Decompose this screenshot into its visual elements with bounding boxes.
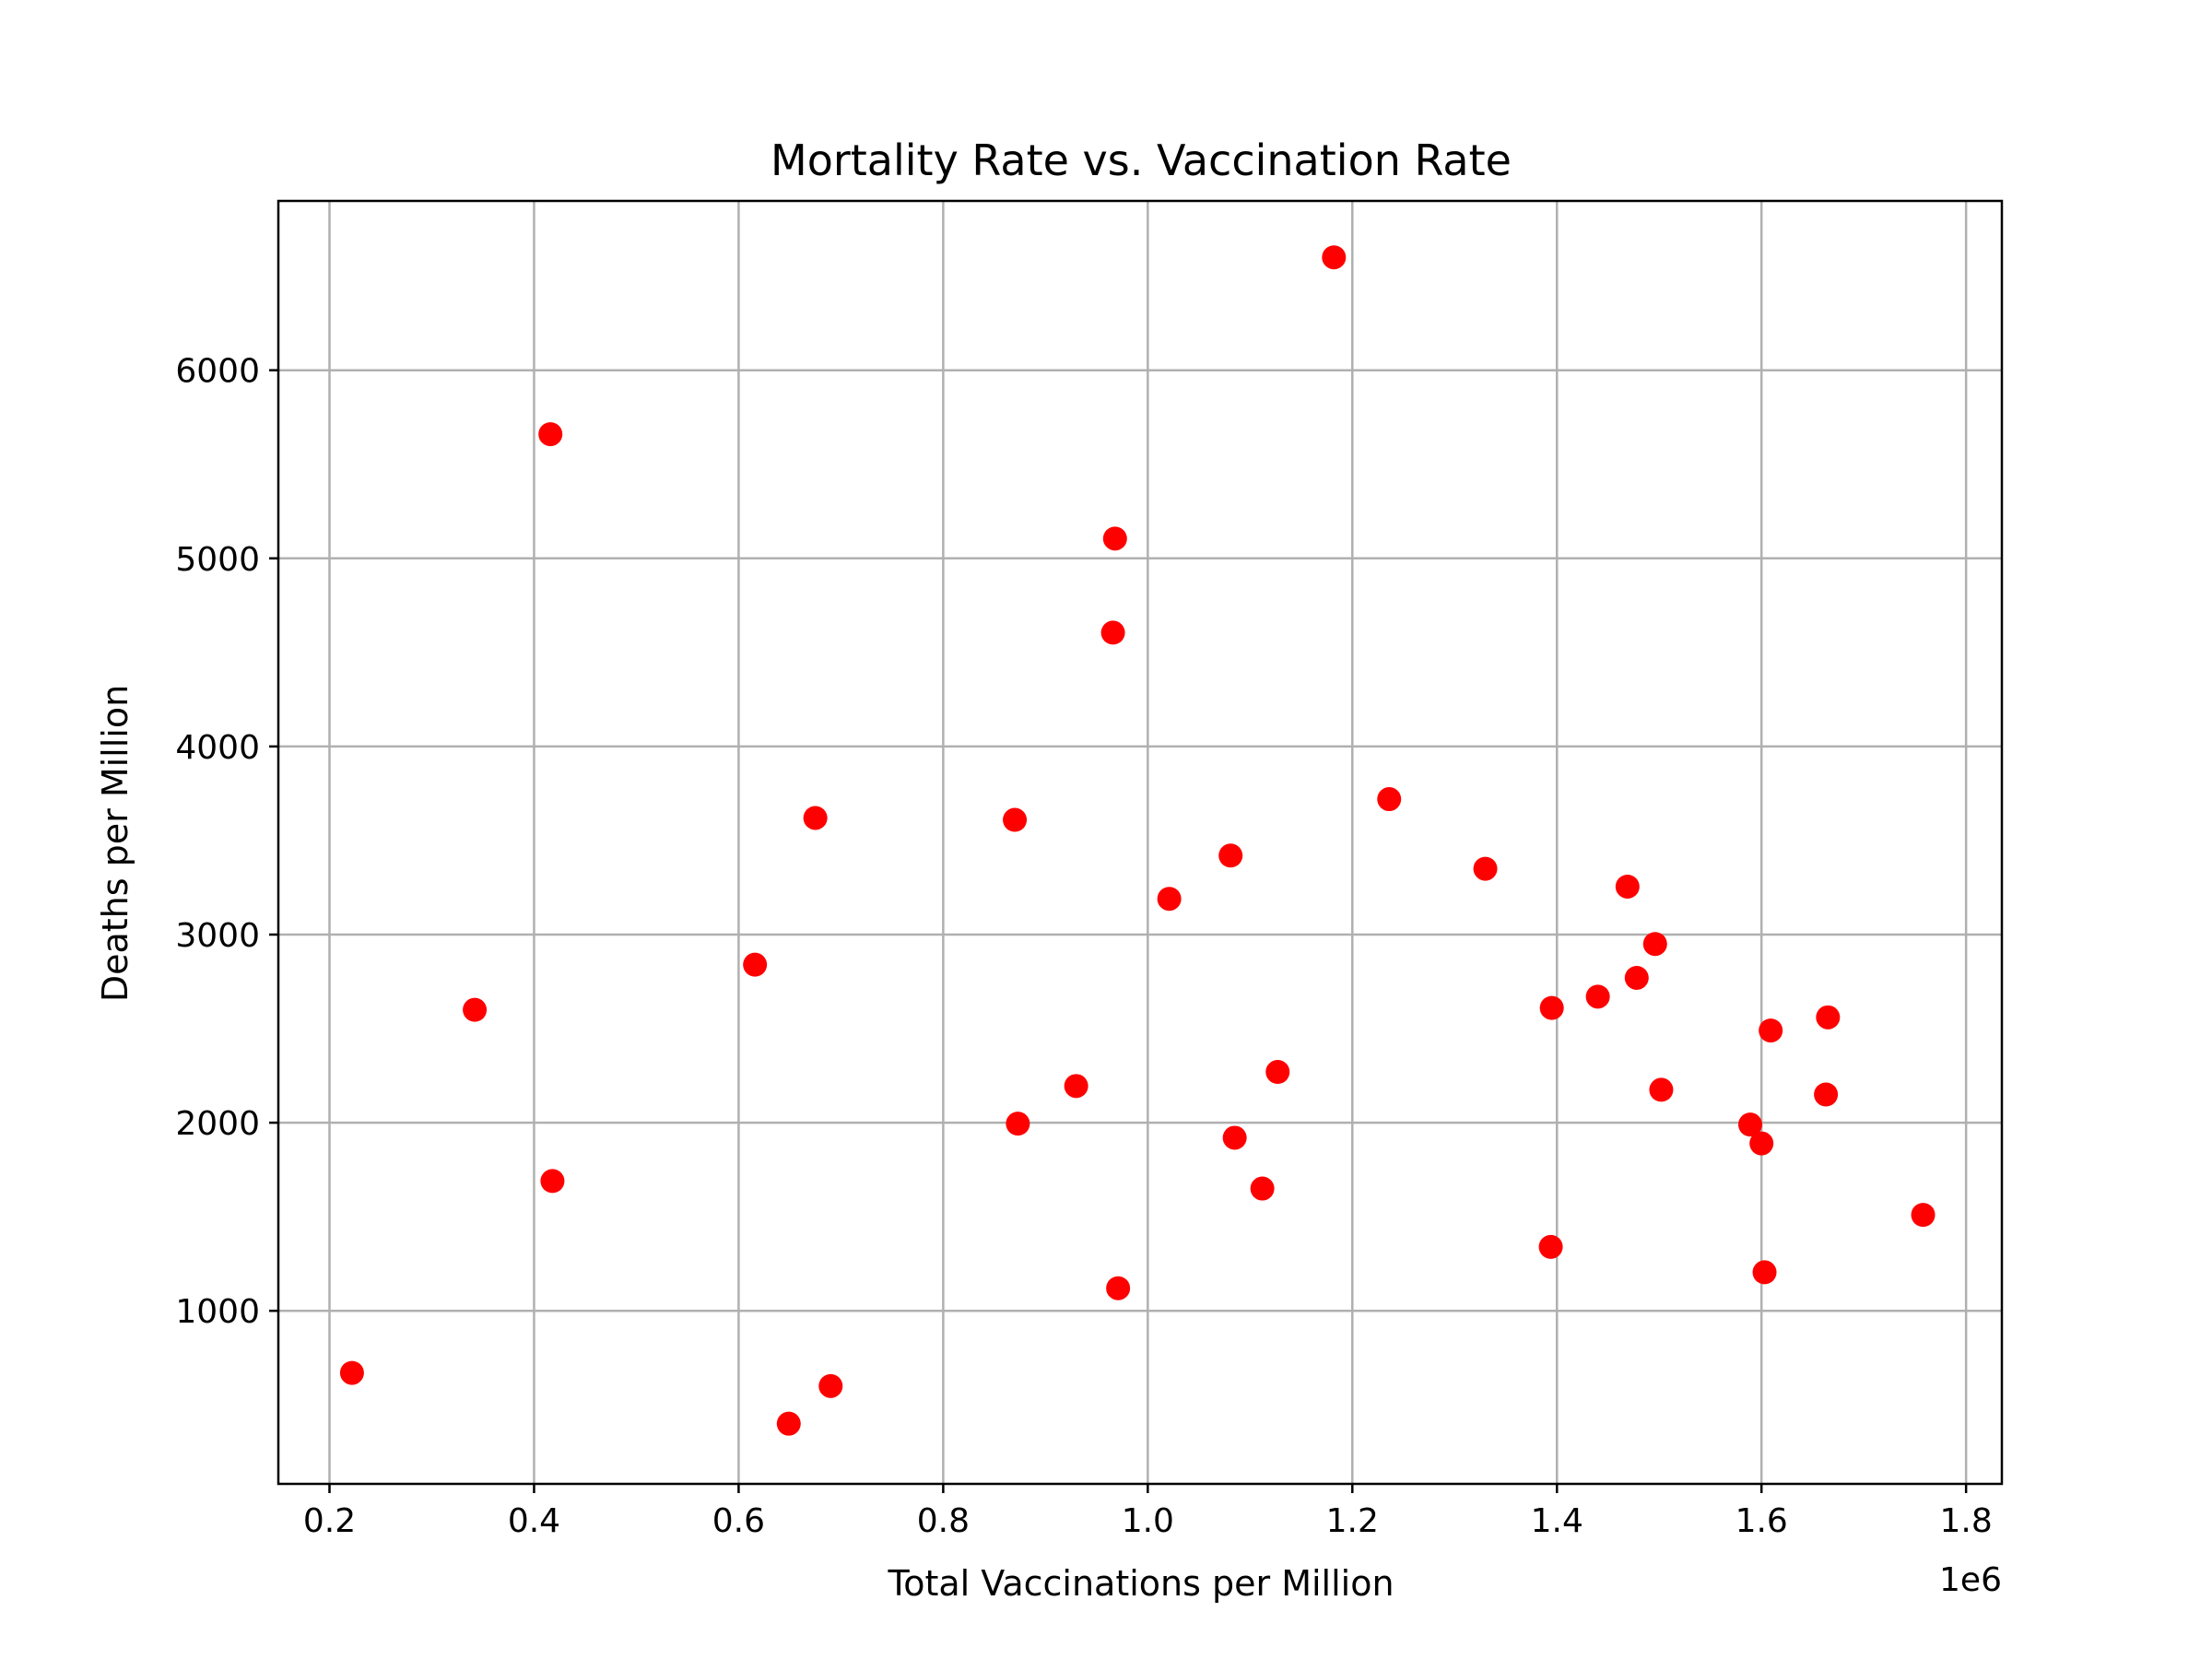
data-point [1157, 887, 1182, 912]
data-point [1814, 1082, 1839, 1107]
data-point [1539, 995, 1564, 1020]
data-point [1102, 526, 1127, 551]
data-point [1265, 1060, 1290, 1085]
data-point [1642, 932, 1667, 957]
data-point [1816, 1005, 1841, 1030]
data-point [1218, 843, 1243, 868]
x-tick-label: 0.2 [303, 1502, 356, 1540]
data-point [1322, 245, 1347, 270]
data-point [1752, 1260, 1777, 1285]
y-tick-label: 3000 [175, 917, 260, 955]
y-tick-label: 5000 [175, 541, 260, 579]
data-point [818, 1373, 843, 1398]
data-point [1473, 856, 1498, 881]
x-tick-label: 1.2 [1326, 1502, 1379, 1540]
data-point [1006, 1112, 1030, 1136]
data-point [1624, 965, 1649, 990]
x-tick-label: 0.6 [712, 1502, 765, 1540]
data-point [1737, 1112, 1762, 1137]
data-point [1759, 1018, 1783, 1043]
data-point [1649, 1077, 1674, 1102]
data-point [1377, 787, 1402, 812]
axis-ticks: 0.2 0.4 0.6 0.8 1.0 1.2 1.4 1.6 1.8 1000 2000 3000 4… [175, 353, 1992, 1540]
data-point [1749, 1131, 1774, 1156]
x-tick-label: 1.8 [1940, 1502, 1993, 1540]
data-point [1064, 1074, 1088, 1099]
data-point [743, 952, 768, 977]
y-axis-label: Deaths per Million [95, 685, 135, 1002]
grid [278, 201, 2002, 1484]
data-point [540, 1169, 565, 1194]
data-point [1585, 984, 1610, 1009]
data-point [1615, 874, 1640, 899]
x-tick-label: 1.6 [1735, 1502, 1788, 1540]
data-point [538, 422, 563, 447]
data-point [339, 1360, 364, 1385]
data-point [803, 806, 828, 830]
data-point [1106, 1276, 1131, 1300]
data-point [776, 1411, 801, 1436]
plot-frame [276, 199, 2004, 1486]
y-tick-label: 2000 [175, 1105, 260, 1143]
chart-title: Mortality Rate vs. Vaccination Rate [771, 135, 1512, 185]
x-axis-offset-label: 1e6 [1939, 1561, 2002, 1599]
x-tick-label: 0.4 [508, 1502, 560, 1540]
data-points [339, 245, 1936, 1436]
y-tick-label: 1000 [175, 1293, 260, 1331]
data-point [1538, 1234, 1563, 1259]
y-tick-label: 6000 [175, 353, 260, 391]
data-point [1250, 1176, 1275, 1201]
y-tick-label: 4000 [175, 729, 260, 767]
x-tick-label: 1.0 [1122, 1502, 1174, 1540]
data-point [1911, 1203, 1936, 1228]
x-tick-label: 1.4 [1531, 1502, 1583, 1540]
x-tick-label: 0.8 [917, 1502, 970, 1540]
x-axis-label: Total Vaccinations per Million [887, 1563, 1394, 1604]
data-point [1003, 807, 1028, 832]
data-point [463, 997, 488, 1022]
data-point [1222, 1125, 1247, 1150]
data-point [1100, 620, 1125, 645]
